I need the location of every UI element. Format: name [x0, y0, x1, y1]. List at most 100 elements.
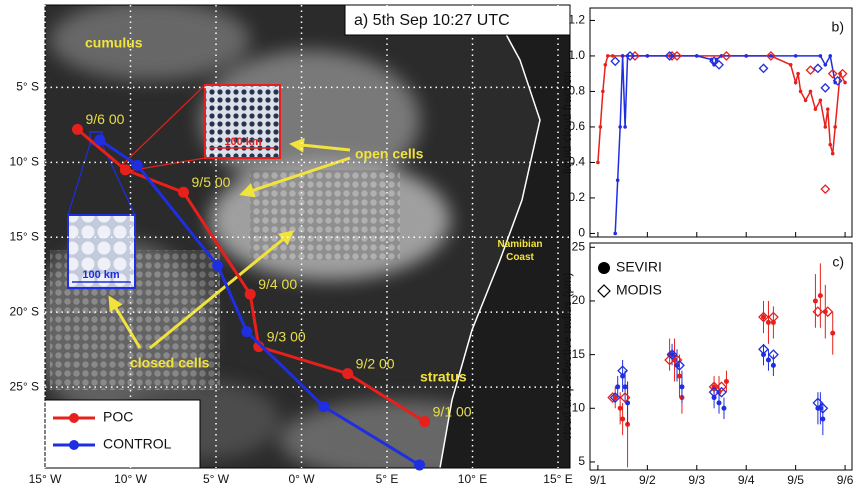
seviri-point: [831, 152, 835, 156]
seviri-point: [623, 125, 627, 129]
annotation: closed cells: [130, 355, 210, 371]
y-tick-label: 0: [578, 226, 585, 240]
trajectory-point: [72, 124, 83, 135]
y-tick-label: 1.0: [568, 48, 585, 62]
seviri-point: [794, 54, 798, 58]
seviri-point: [695, 54, 699, 58]
seviri-point: [794, 81, 798, 85]
scale-label: 100 km: [224, 136, 262, 148]
seviri-point: [833, 125, 837, 129]
seviri-point: [599, 125, 603, 129]
y-tick-label: 5° S: [16, 80, 39, 94]
seviri-point: [819, 54, 823, 58]
annotation: stratus: [420, 369, 467, 385]
point-label: 9/4 00: [258, 276, 297, 292]
seviri-point: [646, 54, 650, 58]
seviri-point: [623, 384, 628, 389]
seviri-point: [721, 406, 726, 411]
y-tick-label: 10° S: [10, 155, 39, 169]
x-tick-label: 15° E: [543, 472, 572, 486]
seviri-point: [830, 331, 835, 336]
modis-point: [715, 61, 723, 69]
point-label: 9/1 00: [433, 403, 472, 419]
plot-frame: [590, 243, 852, 470]
seviri-point: [819, 99, 823, 103]
y-axis-label: cloud drop effective radius (μm): [560, 272, 574, 440]
seviri-point: [717, 400, 722, 405]
x-tick-label: 15° W: [29, 472, 62, 486]
x-tick-label: 9/2: [639, 473, 656, 487]
modis-point: [821, 185, 829, 193]
seviri-point: [604, 63, 608, 67]
annotation: Namibian Coast: [490, 238, 550, 278]
trajectory-point: [245, 289, 256, 300]
trajectory-point: [94, 134, 105, 145]
seviri-point: [766, 357, 771, 362]
legend-label: CONTROL: [103, 436, 172, 452]
y-tick-label: 1.2: [568, 13, 585, 27]
trajectory-point: [318, 401, 329, 412]
modis-point: [611, 57, 619, 65]
modis-point: [821, 84, 829, 92]
plot-frame: [590, 8, 852, 237]
legend-marker: [69, 413, 79, 423]
coast-label: Namibian Coast: [490, 238, 550, 264]
trajectory-point: [178, 187, 189, 198]
panel-label: b): [832, 19, 844, 35]
x-tick-label: 9/5: [787, 473, 804, 487]
trajectory-point: [241, 326, 252, 337]
annotation: open cells: [355, 146, 424, 162]
x-tick-label: 9/4: [738, 473, 755, 487]
seviri-point: [618, 406, 623, 411]
legend-label: POC: [103, 409, 133, 425]
seviri-point: [677, 374, 682, 379]
seviri-point: [813, 298, 818, 303]
seviri-point: [843, 81, 847, 85]
scale-label: 100 km: [82, 269, 120, 281]
modis-point: [813, 307, 822, 316]
x-tick-label: 5° E: [376, 472, 399, 486]
y-tick-label: 5: [578, 454, 585, 468]
annotation: cumulus: [85, 35, 143, 51]
seviri-point: [820, 417, 825, 422]
seviri-point: [679, 384, 684, 389]
figure: a) 5th Sep 10:27 UTC 15° W 10° W 5° W 0° W 5…: [0, 0, 857, 489]
point-label: 9/2 00: [356, 355, 395, 371]
seviri-point: [724, 379, 729, 384]
legend-label: MODIS: [616, 282, 662, 298]
legend-marker: [598, 285, 610, 297]
y-tick-label: 25: [572, 239, 586, 253]
seviri-point: [601, 90, 605, 94]
seviri-point: [828, 54, 832, 58]
seviri-point: [761, 315, 766, 320]
trajectory-point: [120, 164, 131, 175]
panel-label: c): [832, 254, 844, 270]
seviri-point: [621, 54, 625, 58]
seviri-point: [826, 107, 830, 111]
trajectory-point: [212, 260, 223, 271]
seviri-point: [596, 161, 600, 165]
x-tick-label: 0° W: [288, 472, 315, 486]
map-title: a) 5th Sep 10:27 UTC: [354, 12, 510, 29]
point-label: 9/3 00: [267, 328, 306, 344]
trajectory-point: [414, 460, 425, 471]
seviri-point: [766, 320, 771, 325]
trajectory-point: [132, 160, 143, 171]
y-tick-label: 20° S: [10, 304, 39, 318]
legend-label: SEVIRI: [616, 259, 662, 275]
seviri-point: [606, 54, 610, 58]
seviri-point: [618, 125, 622, 129]
x-tick-label: 5° W: [203, 472, 230, 486]
seviri-point: [615, 384, 620, 389]
x-tick-label: 10° W: [114, 472, 147, 486]
seviri-point: [620, 417, 625, 422]
seviri-point: [799, 90, 803, 94]
y-tick-label: 25° S: [10, 379, 39, 393]
seviri-point: [828, 143, 832, 147]
seviri-point: [804, 99, 808, 103]
seviri-point: [818, 293, 823, 298]
seviri-point: [611, 54, 615, 58]
y-axis-label: liquid cloud fraction: [560, 71, 574, 174]
y-tick-label: 15° S: [10, 229, 39, 243]
seviri-point: [744, 54, 748, 58]
